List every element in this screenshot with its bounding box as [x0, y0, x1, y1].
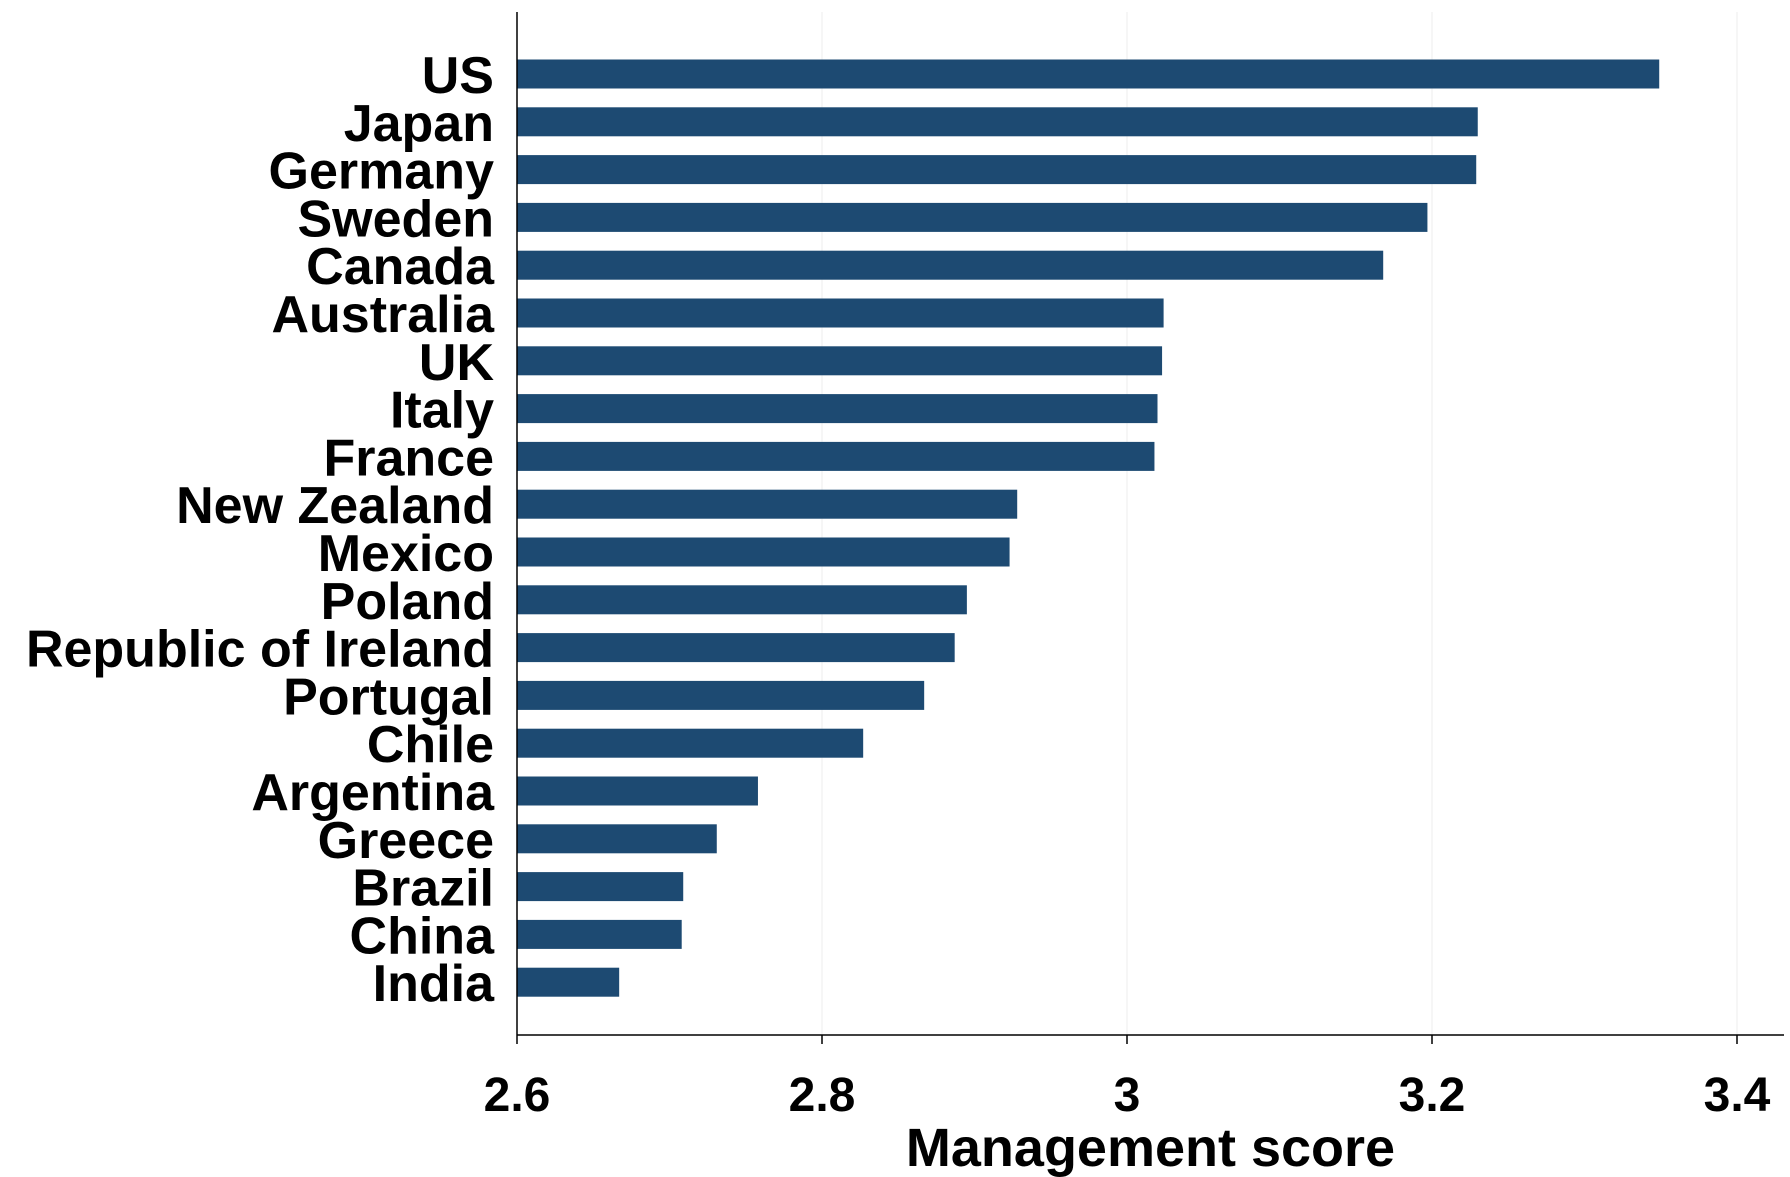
- bar: [517, 441, 1155, 471]
- category-label: Greece: [318, 812, 494, 870]
- bar: [517, 872, 684, 902]
- axes: [516, 12, 1784, 1044]
- bar: [517, 202, 1428, 232]
- category-label: Brazil: [352, 860, 494, 918]
- bar: [517, 967, 620, 997]
- category-label: Mexico: [318, 525, 494, 583]
- category-label: Australia: [271, 286, 495, 344]
- bar: [517, 155, 1477, 185]
- bar: [517, 346, 1163, 376]
- bar: [517, 107, 1478, 137]
- category-label: Chile: [367, 716, 494, 774]
- bar: [517, 633, 955, 663]
- x-tick-labels: 2.6 2.8 3 3.2 3.4: [484, 1069, 1771, 1122]
- bars: [517, 59, 1660, 997]
- category-label: US: [422, 47, 494, 105]
- x-tick-label: 3: [1114, 1069, 1141, 1122]
- category-label: Sweden: [298, 190, 495, 248]
- category-label: UK: [419, 334, 495, 392]
- category-label: Japan: [344, 95, 494, 153]
- bar: [517, 59, 1660, 89]
- category-label: Argentina: [251, 764, 495, 822]
- bar: [517, 585, 967, 615]
- category-label: Italy: [390, 382, 494, 440]
- bar: [517, 728, 864, 758]
- x-tick-label: 3.4: [1704, 1069, 1771, 1122]
- category-label: New Zealand: [176, 477, 494, 535]
- bar: [517, 394, 1158, 424]
- bar: [517, 489, 1018, 519]
- bar: [517, 298, 1164, 328]
- category-label: Canada: [306, 238, 495, 296]
- bar: [517, 680, 925, 710]
- bar: [517, 824, 717, 854]
- x-tick-label: 2.8: [789, 1069, 856, 1122]
- category-label: China: [350, 907, 496, 965]
- category-label: Portugal: [283, 668, 494, 726]
- x-tick-label: 2.6: [484, 1069, 551, 1122]
- bar: [517, 776, 758, 806]
- bar: [517, 919, 682, 949]
- category-label: Poland: [321, 573, 494, 631]
- category-labels: USJapanGermanySwedenCanadaAustraliaUKIta…: [26, 47, 495, 1013]
- category-label: Republic of Ireland: [26, 621, 494, 679]
- category-label: France: [323, 429, 494, 487]
- category-label: Germany: [269, 143, 495, 201]
- x-tick-label: 3.2: [1399, 1069, 1466, 1122]
- bar: [517, 250, 1384, 280]
- x-axis-title: Management score: [906, 1118, 1395, 1177]
- bar: [517, 537, 1010, 567]
- category-label: India: [373, 955, 495, 1013]
